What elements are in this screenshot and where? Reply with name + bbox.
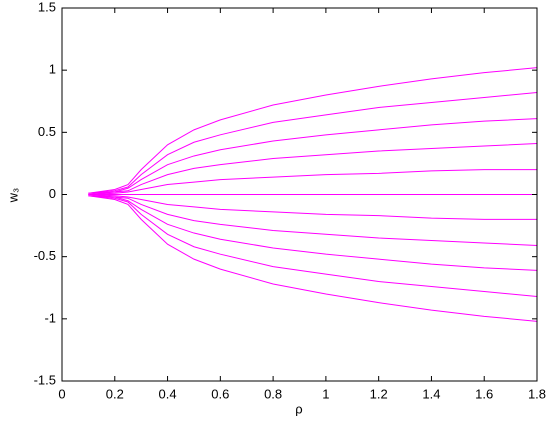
- x-tick-label: 1.8: [528, 386, 546, 401]
- y-tick-label: 1.5: [38, 0, 56, 14]
- x-tick-label: 0.8: [264, 386, 282, 401]
- y-tick-label: -1: [44, 310, 56, 325]
- branch-line: [88, 195, 538, 322]
- x-tick-label: 0.6: [211, 386, 229, 401]
- x-tick-label: 1.4: [422, 386, 440, 401]
- x-tick-label: 1.2: [370, 386, 388, 401]
- branch-line: [88, 92, 538, 194]
- branch-line: [88, 143, 538, 195]
- x-tick-label: 1.6: [475, 386, 493, 401]
- y-tick-label: 0.5: [38, 124, 56, 139]
- y-tick-label: 1: [49, 62, 56, 77]
- branch-line: [88, 195, 538, 271]
- branch-line: [88, 118, 538, 194]
- y-tick-label: -0.5: [34, 248, 56, 263]
- x-axis-label: ρ: [295, 401, 302, 416]
- branch-line: [88, 67, 538, 194]
- x-tick-label: 0: [58, 386, 65, 401]
- branch-line: [88, 195, 538, 297]
- branch-line: [88, 169, 537, 195]
- y-axis-label: w₃: [5, 188, 20, 204]
- branch-line: [88, 194, 537, 220]
- x-tick-label: 1: [322, 386, 329, 401]
- x-tick-label: 0.2: [106, 386, 124, 401]
- y-tick-label: 0: [49, 186, 56, 201]
- branch-line: [88, 194, 538, 246]
- x-tick-label: 0.4: [159, 386, 177, 401]
- y-tick-label: -1.5: [34, 372, 56, 387]
